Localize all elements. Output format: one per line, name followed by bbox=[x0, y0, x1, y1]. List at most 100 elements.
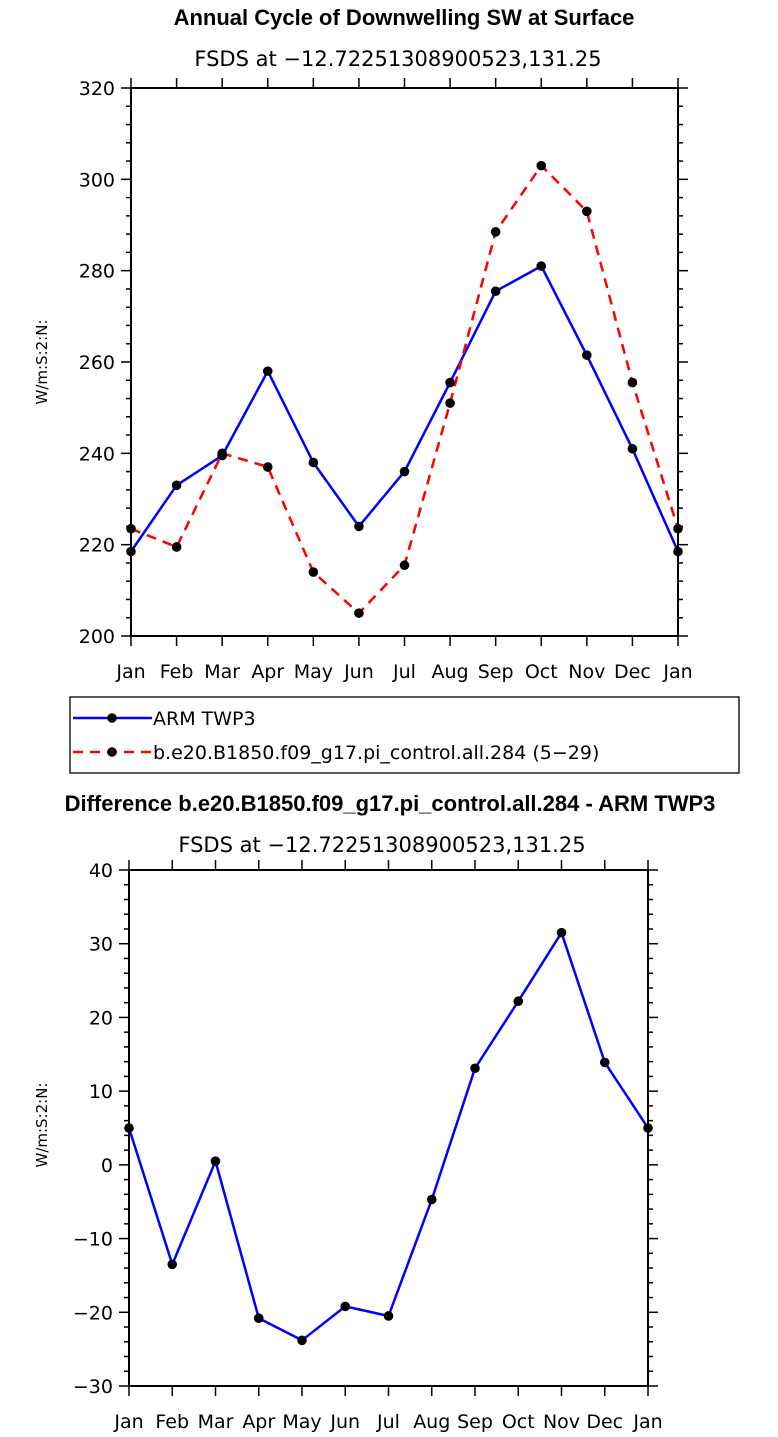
x-tick-label: Jan bbox=[115, 661, 145, 683]
annual-cycle-chart: Annual Cycle of Downwelling SW at Surfac… bbox=[33, 5, 693, 683]
x-tick-label: Dec bbox=[586, 1411, 623, 1433]
y-tick-label: −30 bbox=[73, 1376, 113, 1398]
data-point bbox=[399, 466, 410, 477]
x-tick-label: Jul bbox=[376, 1411, 400, 1433]
data-point bbox=[171, 542, 182, 552]
y-tick-label: 320 bbox=[79, 78, 115, 100]
y-tick-label: 280 bbox=[79, 261, 115, 283]
data-point bbox=[490, 227, 501, 237]
tick-label-layer: −30 −20 −10 0 10 20 30 40 Jan Feb Mar Apr May Jun Jul A… bbox=[73, 860, 663, 1433]
data-point bbox=[490, 286, 501, 297]
y-tick-label: −10 bbox=[73, 1229, 113, 1251]
x-tick-label: Jan bbox=[662, 661, 692, 683]
legend-item-arm-twp3: ARM TWP3 bbox=[73, 708, 256, 730]
data-point bbox=[297, 1335, 307, 1346]
x-tick-label: Mar bbox=[204, 661, 240, 683]
legend-marker-model bbox=[107, 747, 117, 757]
data-point bbox=[262, 366, 273, 376]
y-tick-label: 40 bbox=[89, 860, 113, 882]
data-point bbox=[445, 377, 455, 388]
data-point bbox=[308, 567, 319, 577]
x-tick-label: Jan bbox=[113, 1411, 143, 1433]
legend-label-model: b.e20.B1850.f09_g17.pi_control.all.284 (… bbox=[153, 742, 599, 764]
data-point bbox=[354, 521, 364, 532]
y-axis-label: W/m:S:2:N: bbox=[33, 320, 51, 405]
data-point bbox=[673, 546, 683, 557]
data-point bbox=[445, 398, 455, 408]
data-point bbox=[340, 1301, 351, 1312]
y-tick-label: 0 bbox=[101, 1155, 113, 1177]
data-point bbox=[308, 457, 319, 468]
difference-chart: Difference b.e20.B1850.f09_g17.pi_contro… bbox=[33, 791, 715, 1433]
data-point bbox=[470, 1063, 480, 1074]
plot-frame bbox=[128, 869, 649, 1387]
x-tick-label: May bbox=[282, 1411, 321, 1433]
data-point bbox=[536, 261, 547, 271]
data-point bbox=[171, 480, 182, 491]
data-point bbox=[126, 546, 136, 557]
plot-area bbox=[121, 78, 688, 646]
y-tick-label: 240 bbox=[79, 443, 115, 465]
data-point bbox=[354, 608, 364, 618]
series-layer bbox=[124, 927, 653, 1346]
y-tick-label: 300 bbox=[79, 169, 115, 191]
data-point bbox=[383, 1311, 394, 1321]
data-point bbox=[627, 377, 638, 388]
data-point bbox=[399, 560, 410, 571]
y-axis-label: W/m:S:2:N: bbox=[33, 1083, 51, 1168]
data-point bbox=[124, 1123, 134, 1133]
data-point bbox=[167, 1259, 178, 1270]
data-point bbox=[673, 523, 683, 534]
y-tick-label: −20 bbox=[73, 1302, 113, 1324]
y-tick-label: 260 bbox=[79, 352, 115, 374]
x-tick-label: Apr bbox=[242, 1411, 275, 1433]
data-point bbox=[262, 462, 273, 472]
series-line-1 bbox=[130, 164, 680, 615]
chart-title: Difference b.e20.B1850.f09_g17.pi_contro… bbox=[65, 791, 716, 816]
legend: ARM TWP3 b.e20.B1850.f09_g17.pi_control.… bbox=[69, 696, 740, 774]
x-tick-label: Sep bbox=[478, 661, 514, 683]
x-tick-label: Mar bbox=[198, 1411, 234, 1433]
data-point bbox=[253, 1313, 264, 1323]
x-tick-label: Oct bbox=[502, 1411, 535, 1433]
chart-subtitle: FSDS at −12.72251308900523,131.25 bbox=[178, 833, 585, 857]
data-point bbox=[582, 206, 592, 217]
data-point bbox=[426, 1194, 437, 1205]
x-tick-label: Jan bbox=[632, 1411, 662, 1433]
y-tick-label: 30 bbox=[89, 934, 113, 956]
data-point bbox=[599, 1057, 610, 1068]
x-tick-label: May bbox=[294, 661, 333, 683]
x-tick-label: Sep bbox=[457, 1411, 493, 1433]
data-point bbox=[627, 443, 638, 454]
legend-label-arm-twp3: ARM TWP3 bbox=[153, 708, 256, 730]
x-tick-label: Oct bbox=[525, 661, 558, 683]
chart-subtitle: FSDS at −12.72251308900523,131.25 bbox=[194, 47, 601, 71]
tick-label-layer: 200 220 240 260 280 300 320 Jan Feb Mar Apr May Jun J… bbox=[79, 78, 693, 683]
data-point bbox=[126, 523, 136, 534]
series-layer bbox=[126, 160, 683, 618]
x-tick-label: Aug bbox=[432, 661, 469, 683]
data-point bbox=[536, 160, 547, 171]
series-line-0 bbox=[129, 264, 680, 553]
x-tick-label: Jun bbox=[343, 661, 374, 683]
y-tick-label: 200 bbox=[79, 626, 115, 648]
x-tick-label: Aug bbox=[413, 1411, 450, 1433]
x-tick-label: Feb bbox=[155, 1411, 189, 1433]
y-tick-label: 220 bbox=[79, 535, 115, 557]
x-tick-label: Jul bbox=[392, 661, 416, 683]
legend-marker-arm-twp3 bbox=[107, 713, 117, 723]
y-tick-label: 20 bbox=[89, 1007, 113, 1029]
data-point bbox=[210, 1156, 221, 1166]
y-tick-label: 10 bbox=[89, 1081, 113, 1103]
series-line-0 bbox=[127, 931, 650, 1342]
data-point bbox=[582, 350, 592, 360]
legend-box bbox=[69, 696, 740, 774]
x-tick-label: Nov bbox=[568, 661, 605, 683]
data-point bbox=[217, 448, 227, 459]
x-tick-label: Apr bbox=[251, 661, 284, 683]
x-tick-label: Dec bbox=[614, 661, 651, 683]
data-point bbox=[513, 996, 524, 1007]
x-tick-label: Feb bbox=[160, 661, 194, 683]
chart-title: Annual Cycle of Downwelling SW at Surfac… bbox=[174, 5, 635, 30]
